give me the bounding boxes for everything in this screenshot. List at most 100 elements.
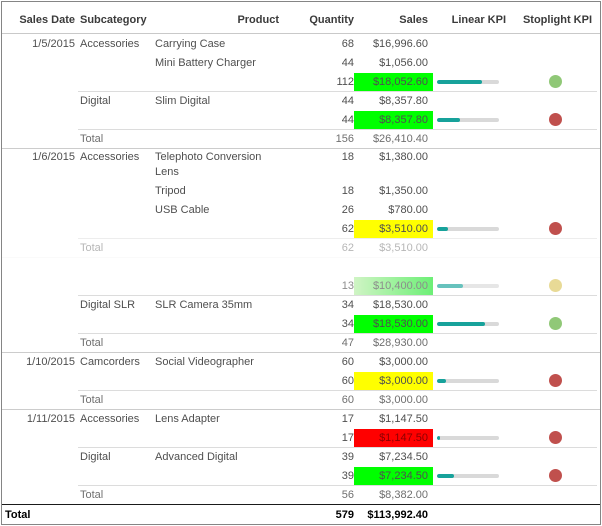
sales-cell: $780.00 — [354, 201, 433, 219]
quantity-cell: 34 — [341, 317, 354, 330]
linear-kpi-cell — [433, 435, 513, 440]
table-row: 60 $3,000.00 — [2, 371, 600, 390]
linear-kpi-bar — [437, 79, 499, 84]
table-row: USB Cable 26 $780.00 — [2, 200, 600, 219]
quantity-cell: 39 — [341, 469, 354, 482]
sales-value: $3,000.00 — [379, 393, 428, 406]
linear-kpi-bar — [437, 473, 499, 478]
quantity-cell: 47 — [341, 336, 354, 349]
sales-date-cell: 1/5/2015 — [32, 37, 75, 50]
stoplight-icon — [548, 279, 562, 292]
linear-kpi-bar — [437, 226, 499, 231]
product-cell: SLR Camera 35mm — [155, 298, 253, 311]
sales-cell: $7,234.50 — [354, 466, 433, 485]
stoplight-icon — [548, 469, 562, 482]
sales-cell: $8,357.80 — [354, 110, 433, 129]
stoplight-kpi-cell — [513, 374, 597, 387]
stoplight-kpi-cell — [513, 148, 597, 150]
product-cell: Social Videographer — [155, 355, 254, 368]
sales-cell: $10,400.00 — [354, 276, 433, 295]
product-cell: Slim Digital — [155, 94, 211, 107]
linear-kpi-bar — [437, 283, 499, 288]
sales-value: $18,052.60 — [354, 72, 433, 91]
table-row: Tripod 18 $1,350.00 — [2, 181, 600, 200]
stoplight-kpi-cell — [513, 431, 597, 444]
product-cell: Advanced Digital — [155, 450, 238, 463]
sales-value: $3,510.00 — [354, 219, 433, 238]
stoplight-kpi-cell — [513, 222, 597, 235]
table-row: Total 62 $3,510.00 — [2, 238, 600, 257]
sales-date-cell: Total — [5, 509, 31, 521]
sales-date-cell: 1/11/2015 — [26, 412, 75, 425]
subcategory-cell: Total — [80, 393, 104, 406]
table-row: Total 47 $28,930.00 — [2, 333, 600, 352]
linear-kpi-cell — [433, 117, 513, 122]
table-body: 1/5/2015 Accessories Carrying Case 68 $1… — [2, 34, 600, 524]
quantity-cell: 17 — [341, 412, 354, 425]
linear-kpi-bar — [437, 321, 499, 326]
quantity-cell: 62 — [341, 222, 354, 235]
table-row: 1/10/2015 Camcorders Social Videographer… — [2, 352, 600, 371]
quantity-cell: 18 — [341, 151, 354, 163]
quantity-cell: 60 — [341, 374, 354, 387]
stoplight-kpi-cell — [513, 113, 597, 126]
sales-value: $113,992.40 — [367, 509, 428, 521]
subcategory-cell: Accessories — [80, 37, 140, 50]
subcategory-cell: Total — [80, 132, 104, 145]
quantity-cell: 39 — [341, 450, 354, 463]
product-cell: Tripod — [155, 184, 186, 197]
sales-cell: $16,996.60 — [354, 35, 433, 53]
stoplight-icon — [548, 222, 562, 235]
sales-cell: $18,530.00 — [354, 314, 433, 333]
sales-cell: $1,056.00 — [354, 54, 433, 72]
table-row: Digital Slim Digital 44 $8,357.80 — [2, 91, 600, 110]
sales-cell: $3,510.00 — [354, 219, 433, 238]
quantity-cell: 60 — [341, 393, 354, 406]
quantity-cell: 579 — [335, 509, 354, 521]
sales-value: $3,510.00 — [379, 241, 428, 254]
sales-value: $26,410.40 — [372, 132, 428, 145]
quantity-cell: 18 — [341, 184, 354, 197]
quantity-cell: 68 — [341, 37, 354, 50]
quantity-cell: 60 — [341, 355, 354, 368]
stoplight-icon — [548, 113, 562, 126]
linear-kpi-cell — [433, 148, 513, 150]
quantity-cell: 13 — [341, 279, 354, 292]
stoplight-icon — [548, 75, 562, 88]
sales-cell: $18,052.60 — [354, 72, 433, 91]
sales-value: $1,147.50 — [379, 412, 428, 425]
sales-cell: $28,930.00 — [354, 334, 433, 352]
linear-kpi-bar — [437, 378, 499, 383]
sales-value: $10,400.00 — [354, 276, 433, 295]
product-cell: Lens Adapter — [155, 412, 220, 425]
sales-cell: $8,357.80 — [354, 92, 433, 110]
column-header-sales: Sales — [399, 14, 428, 26]
linear-kpi-fill — [437, 435, 441, 440]
sales-value — [354, 258, 433, 276]
table-row: 34 $18,530.00 — [2, 314, 600, 333]
linear-kpi-fill — [437, 321, 485, 326]
column-header-subcategory: Subcategory — [80, 14, 147, 26]
table-row: Total 56 $8,382.00 — [2, 485, 600, 504]
column-header-sales-date: Sales Date — [19, 14, 75, 26]
table-header-row: Sales Date Subcategory Product Quantity … — [2, 2, 600, 34]
subcategory-cell: Total — [80, 241, 104, 254]
quantity-cell: 44 — [341, 94, 354, 107]
linear-kpi-fill — [437, 226, 449, 231]
column-header-quantity: Quantity — [309, 14, 354, 26]
table-row — [2, 257, 600, 276]
stoplight-kpi-cell — [513, 279, 597, 292]
table-row: 13 $10,400.00 — [2, 276, 600, 295]
sales-cell: $1,147.50 — [354, 410, 433, 428]
linear-kpi-cell — [433, 378, 513, 383]
table-row: 1/6/2015 Accessories Telephoto Conversio… — [2, 148, 600, 181]
linear-kpi-fill — [437, 378, 447, 383]
subcategory-cell: Digital SLR — [80, 298, 136, 311]
quantity-cell: 44 — [341, 113, 354, 126]
table-row: 1/11/2015 Accessories Lens Adapter 17 $1… — [2, 409, 600, 428]
sales-cell: $26,410.40 — [354, 130, 433, 148]
quantity-cell: 17 — [341, 431, 354, 444]
subcategory-cell: Camcorders — [80, 355, 140, 368]
sales-value: $1,056.00 — [379, 56, 428, 69]
